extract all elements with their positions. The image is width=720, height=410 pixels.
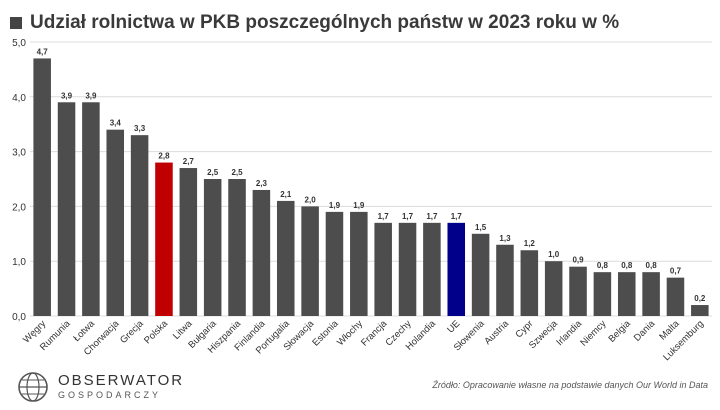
bar	[544, 261, 563, 316]
data-label: 1,5	[475, 223, 487, 232]
source-note: Źródło: Opracowanie własne na podstawie …	[432, 380, 708, 390]
bar	[252, 189, 271, 316]
bar	[642, 272, 660, 316]
chart-title-bar: Udział rolnictwa w PKB poszczególnych pa…	[10, 8, 710, 38]
data-label: 1,9	[329, 201, 341, 210]
x-tick-label: Włochy	[335, 318, 365, 348]
data-label: 2,7	[183, 157, 195, 166]
bar	[155, 162, 173, 316]
bar	[130, 135, 149, 316]
bar	[520, 250, 539, 316]
chart-title: Udział rolnictwa w PKB poszczególnych pa…	[30, 12, 620, 33]
data-label: 3,9	[61, 91, 73, 100]
data-label: 2,8	[158, 152, 170, 161]
title-square-icon	[10, 17, 22, 29]
data-label: 1,3	[499, 234, 511, 243]
x-tick-label: Grecja	[118, 318, 146, 346]
data-label: 1,0	[548, 250, 560, 259]
data-label: 2,3	[256, 179, 268, 188]
data-label: 2,5	[207, 168, 219, 177]
bar	[276, 200, 295, 316]
data-label: 1,7	[451, 212, 463, 221]
x-tick-label: Austria	[482, 318, 511, 347]
data-label: 3,4	[110, 119, 122, 128]
logo-name: OBSERWATOR	[58, 372, 185, 389]
y-tick-label: 2,0	[12, 202, 26, 213]
bar	[33, 58, 51, 316]
bar	[82, 102, 100, 316]
bar	[666, 277, 685, 316]
bar	[106, 129, 125, 316]
globe-icon	[18, 372, 48, 402]
bar	[374, 222, 392, 316]
bar	[447, 222, 466, 316]
bar	[569, 266, 587, 316]
x-tick-label: Polska	[142, 318, 170, 346]
bar	[179, 168, 198, 316]
y-tick-label: 0,0	[12, 312, 26, 323]
x-tick-label: Estonia	[310, 318, 341, 349]
data-label: 3,9	[85, 91, 97, 100]
bar	[203, 179, 222, 316]
bar	[350, 211, 368, 316]
data-label: 1,7	[426, 212, 438, 221]
bar	[398, 222, 417, 316]
bar	[301, 206, 319, 316]
bar	[471, 233, 490, 316]
data-label: 0,9	[572, 256, 584, 265]
bar	[228, 179, 246, 316]
data-label: 1,2	[524, 239, 536, 248]
x-tick-label: Dania	[632, 318, 658, 344]
logo-subtitle: GOSPODARCZY	[58, 390, 162, 400]
bar	[617, 272, 636, 316]
data-label: 2,0	[305, 195, 317, 204]
y-tick-label: 3,0	[12, 148, 26, 159]
x-tick-label: UE	[445, 318, 462, 335]
data-label: 2,5	[231, 168, 243, 177]
bar	[325, 211, 344, 316]
data-label: 3,3	[134, 124, 146, 133]
bar	[423, 222, 441, 316]
logo: OBSERWATOR GOSPODARCZY	[16, 368, 216, 406]
bar-chart: 0,01,02,03,04,05,04,7Węgry3,9Rumunia3,9Ł…	[12, 38, 712, 363]
data-label: 0,2	[694, 294, 706, 303]
y-tick-label: 4,0	[12, 93, 26, 104]
data-label: 0,8	[597, 261, 609, 270]
data-label: 4,7	[37, 47, 49, 56]
x-tick-label: Niemcy	[578, 318, 608, 348]
bar	[496, 244, 514, 316]
bar	[593, 272, 612, 316]
y-tick-label: 1,0	[12, 257, 26, 268]
data-label: 0,7	[670, 267, 682, 276]
x-tick-label: Belgia	[606, 318, 633, 345]
bar	[57, 102, 76, 316]
data-label: 0,8	[621, 261, 633, 270]
y-tick-label: 5,0	[12, 38, 26, 49]
bar	[691, 305, 709, 316]
data-label: 1,7	[378, 212, 390, 221]
data-label: 1,7	[402, 212, 414, 221]
data-label: 0,8	[646, 261, 658, 270]
x-tick-label: Francja	[359, 318, 390, 349]
data-label: 1,9	[353, 201, 365, 210]
data-label: 2,1	[280, 190, 292, 199]
